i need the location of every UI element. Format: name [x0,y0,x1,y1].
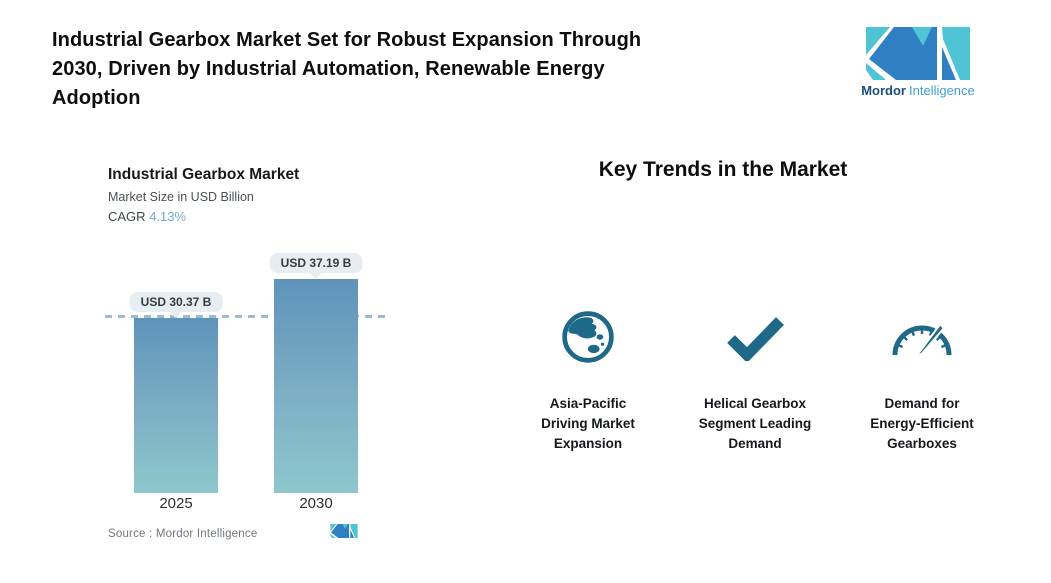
value-pill-pointer [169,312,182,318]
brand-name-bold: Mordor [861,83,906,98]
footer-logo-icon [330,524,358,538]
bar-2030 [274,279,358,493]
trend-label-helical-gearbox: Helical Gearbox Segment Leading Demand [698,396,812,451]
trends-heading: Key Trends in the Market [598,158,848,181]
chart-subtitle: Market Size in USD Billion [108,190,254,204]
speedometer-icon [882,306,962,368]
page-title-line: 2030, Driven by Industrial Automation, R… [52,58,605,80]
x-axis-label-2030: 2030 [299,495,333,512]
page-title-line: Industrial Gearbox Market Set for Robust… [52,29,642,51]
value-label-2030: USD 37.19 B [269,253,363,279]
bar-chart: USD 30.37 B USD 37.19 B [105,250,390,493]
reference-dashed-line [105,315,390,318]
page-title: Industrial Gearbox Market Set for Robust… [52,26,832,113]
chart-cagr: CAGR 4.13% [108,209,186,224]
globe-asia-icon [548,306,628,368]
source-note: Source : Mordor Intelligence [108,528,258,540]
value-pill-pointer [309,273,322,279]
chart-title: Industrial Gearbox Market [108,166,300,183]
brand-name: Mordor Intelligence [860,83,976,98]
brand-name-light: Intelligence [909,83,975,98]
x-axis-label-2025: 2025 [159,495,193,512]
trend-label-asia-pacific: Asia-Pacific Driving Market Expansion [541,396,635,451]
checkmark-icon [715,306,795,368]
mordor-intelligence-logo-icon [866,27,970,80]
page-title-line: Adoption [52,87,141,109]
trend-label-energy-efficient: Demand for Energy-Efficient Gearboxes [870,396,974,451]
value-pill: USD 37.19 B [269,253,363,273]
value-pill: USD 30.37 B [129,292,223,312]
bar-2025 [134,318,218,493]
cagr-value: 4.13% [149,209,187,224]
cagr-label: CAGR [108,209,146,224]
value-label-2025: USD 30.37 B [129,292,223,318]
brand-logo: Mordor Intelligence [860,27,976,98]
